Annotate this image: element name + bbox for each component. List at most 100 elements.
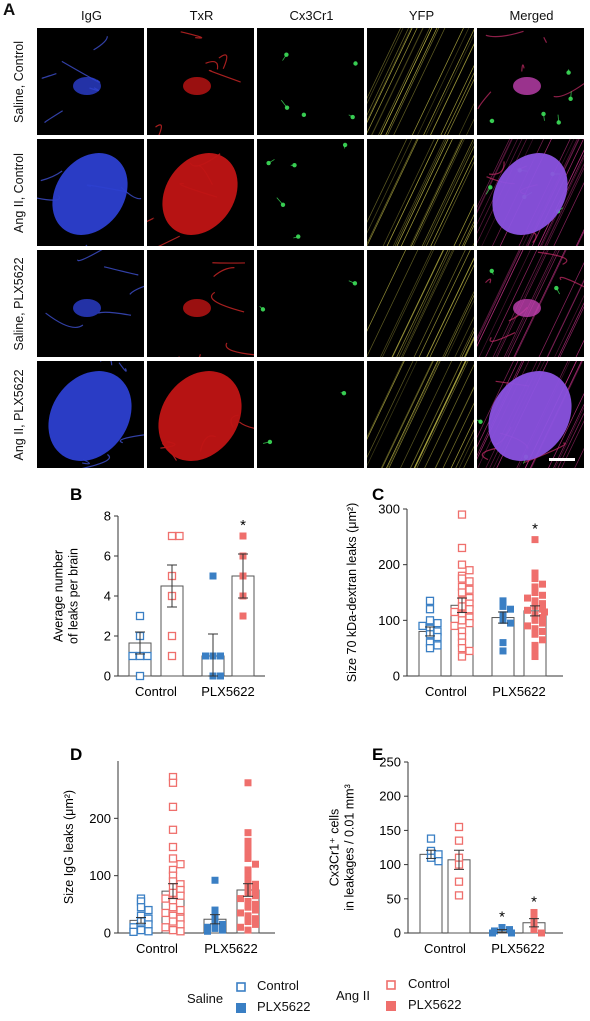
data-point (499, 639, 507, 647)
data-point (252, 906, 259, 914)
data-point (507, 605, 514, 613)
y-tick-label: 6 (104, 549, 111, 564)
legend-saline-control-label: Control (257, 978, 299, 993)
data-point (252, 900, 259, 908)
data-point (161, 894, 170, 903)
y-tick-label: 200 (89, 811, 111, 826)
data-point (465, 605, 474, 614)
data-point (144, 920, 153, 929)
data-point (202, 652, 209, 660)
data-point (237, 909, 244, 917)
y-tick-label: 2 (104, 629, 111, 644)
data-point (508, 929, 515, 937)
y-axis-label: of leaks per brain (67, 548, 81, 644)
y-tick-label: 200 (379, 789, 401, 804)
data-point (168, 925, 178, 935)
chart-b: B 0 2 4 6 8 Average number of leaks per brain Co… (52, 485, 265, 699)
micrograph-angii-plx5622-merged (477, 361, 584, 468)
y-tick-label: 300 (378, 502, 400, 517)
data-point (237, 923, 244, 931)
data-point (418, 621, 427, 631)
data-point (204, 927, 211, 935)
data-point (219, 920, 226, 928)
micrograph-saline-control-txr (147, 28, 254, 135)
data-point (434, 850, 443, 859)
significance-star: * (240, 517, 246, 534)
y-tick-label: 150 (379, 823, 401, 838)
chart-e: E 0 50 100 150 200 250 Cx3Cr1⁺ cells in leakages… (328, 745, 563, 956)
legend-angii-plx-label: PLX5622 (408, 997, 462, 1012)
data-point (457, 543, 467, 553)
data-point (465, 566, 474, 575)
data-point (465, 577, 474, 586)
chart-d: D 0 100 200 Size IgG leaks (μm²) Control PLX56… (62, 745, 275, 956)
column-header-igg: IgG (81, 8, 102, 23)
data-point (539, 619, 546, 627)
data-point (530, 908, 538, 916)
data-point (244, 849, 252, 857)
micrograph-angii-plx5622-txr (147, 361, 254, 468)
data-point (433, 632, 442, 642)
data-point (244, 866, 252, 874)
y-tick-label: 100 (378, 613, 400, 628)
data-point (144, 905, 153, 915)
data-point (161, 908, 170, 918)
data-point (531, 575, 539, 583)
data-point (499, 597, 507, 605)
data-point (524, 606, 531, 614)
legend-saline-plx-marker (236, 1003, 246, 1013)
data-point (244, 903, 252, 911)
data-point (244, 843, 252, 851)
data-point (136, 903, 146, 912)
data-point (176, 905, 185, 915)
data-point (538, 929, 545, 937)
data-point (539, 627, 546, 635)
data-point (425, 605, 435, 614)
chart-c: C 0 100 200 300 Size 70 kDa-dextran leaks (μm… (345, 485, 563, 699)
data-point (168, 842, 178, 852)
data-point (244, 926, 252, 934)
data-point (457, 644, 467, 653)
data-point (217, 672, 224, 680)
data-point (239, 532, 247, 540)
data-point (531, 616, 539, 624)
data-point (176, 927, 185, 936)
significance-star: * (531, 893, 537, 910)
legend-angii-label: Ang II (336, 988, 370, 1003)
data-point (539, 614, 546, 622)
micrograph-saline-control-igg (37, 28, 144, 135)
data-point (244, 829, 252, 837)
column-header-yfp: YFP (408, 8, 435, 23)
micrograph-angii-plx5622-yfp (367, 361, 474, 468)
bar-charts: B 0 2 4 6 8 Average number of leaks per brain Co… (52, 485, 563, 956)
data-point (135, 611, 145, 621)
data-point (219, 926, 226, 934)
micrograph-saline-control-cx3cr1 (257, 28, 364, 135)
data-point (499, 602, 507, 610)
data-point (239, 612, 247, 620)
micrograph-saline-control-merged (477, 28, 584, 135)
data-point (524, 622, 531, 630)
data-point (433, 618, 442, 628)
data-point (167, 651, 177, 661)
data-point (176, 920, 185, 929)
data-point (450, 607, 459, 617)
data-point (168, 825, 178, 834)
data-point (211, 924, 219, 932)
micrograph-saline-plx5622-igg (37, 250, 144, 357)
data-point (457, 652, 467, 661)
data-point (204, 923, 211, 931)
micrograph-angii-control-yfp (367, 139, 474, 246)
data-point (168, 802, 178, 812)
data-point (498, 924, 506, 932)
panel-a-letter: A (3, 0, 16, 19)
data-point (176, 860, 185, 869)
data-point (489, 929, 496, 937)
column-header-merged: Merged (509, 8, 554, 23)
y-tick-label: 50 (387, 891, 401, 906)
data-point (524, 594, 531, 602)
data-point (454, 822, 464, 832)
data-point (128, 651, 137, 661)
legend: Saline Control PLX5622 Ang II Control PL… (0, 970, 590, 1020)
y-axis-label: Size IgG leaks (μm²) (62, 790, 76, 904)
